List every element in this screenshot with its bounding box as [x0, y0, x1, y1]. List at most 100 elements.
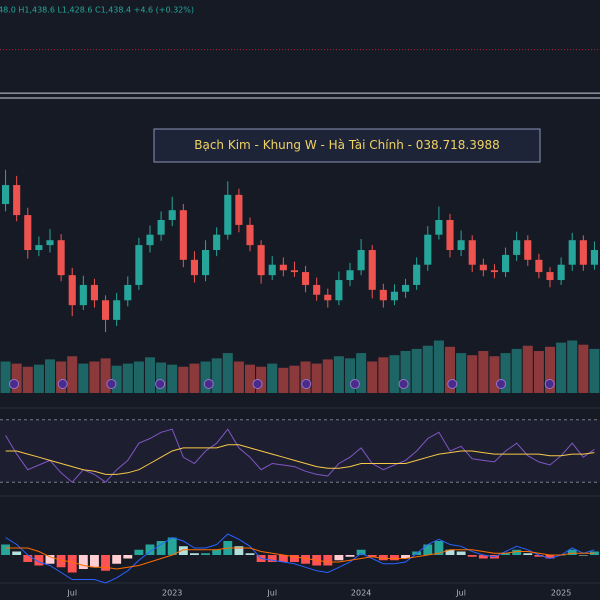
- candle-body: [179, 210, 187, 260]
- volume-bar: [111, 365, 122, 393]
- macd-histogram-bar: [123, 555, 133, 559]
- candle-body: [135, 245, 143, 285]
- candle-body: [413, 264, 421, 285]
- volume-bar: [356, 353, 367, 393]
- candle-body: [524, 240, 532, 260]
- macd-histogram-bar: [590, 551, 599, 555]
- candle-body: [157, 219, 165, 235]
- candle-body: [246, 224, 254, 246]
- macd-histogram-bar: [478, 555, 488, 559]
- volume-bar: [511, 348, 522, 393]
- candle-body: [513, 240, 521, 255]
- volume-bar: [178, 366, 189, 393]
- rsi-line: [5, 428, 595, 483]
- candle-body: [268, 264, 276, 276]
- macd-histogram-bar: [245, 553, 255, 555]
- event-icon: [57, 379, 68, 389]
- volume-bar: [133, 361, 144, 393]
- volume-bar: [145, 357, 155, 393]
- macd-histogram-bar: [101, 555, 110, 571]
- candle-body: [102, 300, 110, 320]
- volume-bar: [289, 365, 300, 393]
- volume-bar: [256, 366, 267, 393]
- candle-body: [468, 240, 476, 265]
- volume-bar: [300, 361, 311, 393]
- volume-bar: [533, 351, 544, 393]
- volume-bar: [378, 357, 389, 393]
- event-icon: [203, 379, 214, 389]
- candle-body: [13, 185, 21, 216]
- volume-bar: [78, 363, 89, 393]
- volume-bar: [67, 356, 78, 393]
- macd-histogram-bar: [534, 555, 544, 557]
- volume-bar: [478, 351, 489, 393]
- plot: Jul 2023 Jul 2024 Jul 2025: [0, 49, 600, 598]
- candle-body: [457, 240, 465, 251]
- macd-histogram-bar: [501, 553, 510, 555]
- macd-histogram-bar: [145, 544, 155, 555]
- macd-histogram-bar: [445, 549, 455, 555]
- candle-body: [479, 264, 487, 271]
- volume-bar: [56, 361, 67, 393]
- macd-histogram-bar: [34, 555, 44, 566]
- event-icon: [349, 379, 360, 389]
- macd-histogram-bar: [301, 555, 310, 564]
- macd-histogram-bar: [378, 555, 388, 561]
- volume-bar: [467, 355, 478, 393]
- volume-bar: [456, 353, 467, 393]
- macd-histogram-bar: [423, 544, 433, 555]
- annotation: Bạch Kim - Khung W - Hà Tài Chính - 038.…: [194, 138, 499, 152]
- event-icon: [252, 379, 263, 389]
- volume-bar: [400, 351, 411, 393]
- macd-histogram-bar: [78, 555, 88, 569]
- candle-body: [424, 234, 432, 265]
- candle-body: [124, 284, 132, 301]
- volume-bar: [333, 356, 344, 393]
- macd-histogram-bar: [390, 555, 399, 561]
- macd-histogram-bar: [367, 555, 377, 557]
- candle-body: [446, 219, 454, 251]
- volume-bar: [122, 363, 133, 393]
- volume-bar: [489, 356, 500, 393]
- event-icon: [544, 379, 555, 389]
- candle-body: [224, 194, 232, 235]
- volume-bar: [322, 359, 333, 393]
- macd-histogram-bar: [356, 549, 366, 555]
- volume-bar: [22, 366, 33, 393]
- macd-histogram-bar: [23, 555, 33, 562]
- macd-histogram-bar: [512, 549, 522, 555]
- volume-bar: [45, 359, 55, 393]
- candle-body: [546, 272, 554, 281]
- volume-bar: [556, 342, 567, 393]
- event-icon: [398, 379, 409, 389]
- ohlc-header: 48.0 H1,438.6 L1,428.6 C1,438.4 +4.6 (+0…: [0, 6, 194, 15]
- candle-body: [168, 210, 176, 220]
- candle-body: [57, 240, 65, 276]
- candle-body: [390, 291, 398, 301]
- volume-bar: [11, 363, 22, 393]
- volume-bar: [422, 345, 433, 393]
- candle-body: [190, 259, 198, 276]
- candle-body: [590, 250, 598, 265]
- macd-histogram-bar: [523, 553, 533, 555]
- volume-bar: [411, 348, 422, 393]
- candle-body: [290, 270, 298, 273]
- macd-histogram-bar: [167, 537, 177, 555]
- candle-body: [490, 270, 498, 273]
- candle-body: [557, 264, 565, 281]
- volume-bar: [589, 348, 600, 393]
- macd-histogram-bar: [323, 555, 333, 566]
- volume-bar: [189, 363, 200, 393]
- candle-body: [535, 259, 543, 273]
- macd-histogram-bar: [190, 553, 199, 555]
- macd-histogram-bar: [401, 555, 410, 559]
- volume-bar: [545, 346, 555, 393]
- candle-body: [46, 240, 54, 246]
- candle-body: [202, 250, 210, 276]
- macd-histogram-bar: [334, 555, 344, 561]
- volume-bar: [445, 346, 455, 393]
- volume-bar: [200, 361, 211, 393]
